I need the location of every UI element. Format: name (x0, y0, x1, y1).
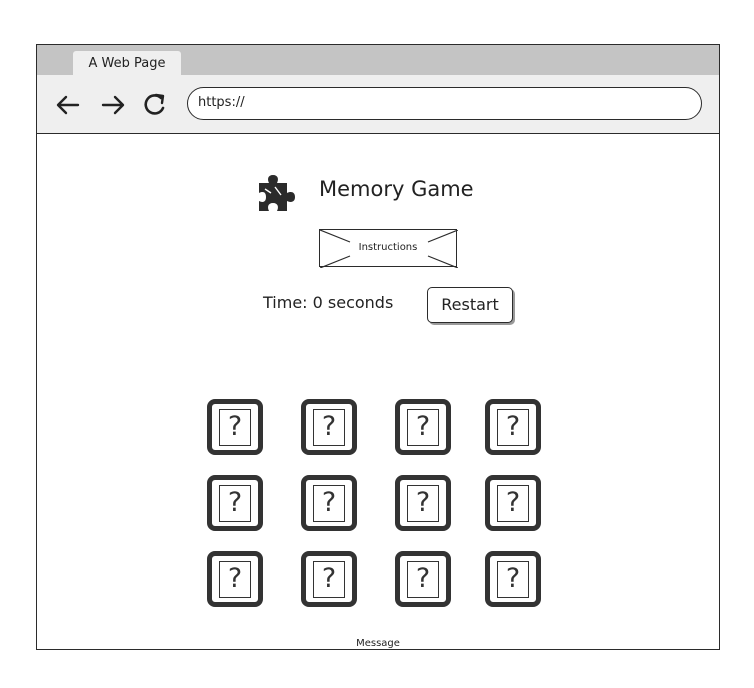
card-grid: ? ? ? ? ? ? ? ? ? ? ? ? (37, 133, 719, 649)
question-mark: ? (219, 485, 251, 522)
memory-card[interactable]: ? (485, 551, 541, 607)
question-mark: ? (407, 561, 439, 598)
memory-card[interactable]: ? (301, 551, 357, 607)
question-mark: ? (497, 485, 529, 522)
instructions-button[interactable]: Instructions (319, 229, 458, 268)
back-arrow-icon[interactable] (54, 91, 82, 119)
question-mark: ? (219, 409, 251, 446)
memory-card[interactable]: ? (395, 475, 451, 531)
question-mark: ? (497, 561, 529, 598)
memory-card[interactable]: ? (207, 551, 263, 607)
browser-tab[interactable]: A Web Page (73, 51, 181, 75)
memory-card[interactable]: ? (395, 551, 451, 607)
timer-text: Time: 0 seconds (263, 293, 394, 312)
status-message: Message (356, 638, 400, 649)
question-mark: ? (313, 561, 345, 598)
page-title: Memory Game (319, 177, 474, 201)
question-mark: ? (313, 409, 345, 446)
puzzle-piece-icon (259, 175, 295, 211)
browser-window: A Web Page https:// Memory Game Instruct… (36, 44, 720, 650)
browser-chrome: A Web Page https:// (37, 45, 719, 134)
forward-arrow-icon[interactable] (99, 91, 127, 119)
question-mark: ? (407, 409, 439, 446)
memory-card[interactable]: ? (485, 475, 541, 531)
memory-card[interactable]: ? (395, 399, 451, 455)
reload-icon[interactable] (141, 91, 169, 119)
memory-card[interactable]: ? (301, 399, 357, 455)
memory-card[interactable]: ? (207, 475, 263, 531)
restart-button[interactable]: Restart (427, 287, 513, 323)
question-mark: ? (497, 409, 529, 446)
question-mark: ? (407, 485, 439, 522)
address-bar[interactable]: https:// (187, 87, 702, 120)
memory-card[interactable]: ? (207, 399, 263, 455)
memory-card[interactable]: ? (301, 475, 357, 531)
page-content: Memory Game Instructions Time: 0 seconds… (37, 133, 719, 649)
memory-card[interactable]: ? (485, 399, 541, 455)
tab-strip: A Web Page (37, 45, 719, 75)
instructions-label: Instructions (358, 242, 418, 253)
question-mark: ? (313, 485, 345, 522)
question-mark: ? (219, 561, 251, 598)
